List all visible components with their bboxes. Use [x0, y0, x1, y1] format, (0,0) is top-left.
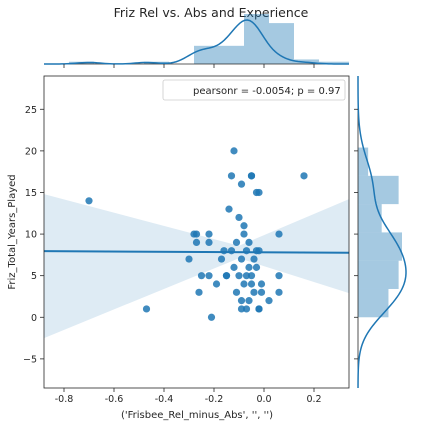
scatter-point: [275, 288, 283, 296]
scatter-point: [257, 280, 266, 288]
y-tick-label: 5: [31, 271, 37, 282]
scatter-point: [142, 305, 151, 313]
scatter-point: [240, 280, 248, 288]
scatter-point: [250, 288, 258, 296]
scatter-point: [225, 205, 233, 213]
y-tick-label: −5: [23, 354, 37, 365]
scatter-point: [257, 288, 266, 296]
y-tick-label: 15: [25, 188, 37, 199]
scatter-point: [245, 238, 253, 246]
scatter-point: [252, 263, 261, 271]
scatter-point: [235, 272, 243, 280]
x-marginal-histogram: [43, 14, 350, 65]
plot-frame: [43, 75, 350, 389]
scatter-point: [300, 172, 308, 180]
y-marginal-bar: [358, 147, 369, 176]
scatter-point: [255, 305, 263, 313]
scatter-point: [220, 247, 228, 255]
scatter-point: [275, 230, 283, 238]
regression-confidence-band: [44, 194, 349, 339]
legend-text: pearsonr = -0.0054; p = 0.97: [193, 86, 341, 97]
y-marginal-histogram: [357, 75, 407, 389]
scatter-point: [217, 255, 226, 263]
y-tick-label: 0: [31, 313, 37, 324]
x-marginal-bar: [319, 61, 349, 64]
scatter-point: [242, 305, 251, 313]
scatter-point: [247, 172, 256, 180]
scatter-point: [185, 255, 193, 263]
x-axis-label: ('Frisbee_Rel_minus_Abs', '', ''): [121, 410, 273, 421]
scatter-point: [205, 230, 213, 238]
scatter-point: [235, 213, 243, 222]
scatter-point: [245, 263, 253, 271]
scatter-point: [237, 255, 246, 263]
legend: pearsonr = -0.0054; p = 0.97: [162, 79, 346, 101]
x-axis-ticks: -0.8 -0.6 -0.4 -0.2 0.0 0.2: [55, 64, 322, 405]
x-tick-label: -0.4: [155, 394, 174, 405]
scatter-point: [195, 288, 203, 296]
x-marginal-kde: [43, 19, 350, 65]
scatter-point: [192, 238, 201, 246]
scatter-point: [207, 313, 216, 321]
scatter-point: [275, 272, 283, 280]
scatter-point: [240, 230, 248, 238]
y-tick-label: 25: [25, 105, 37, 116]
scatter-point: [245, 297, 253, 305]
scatter-point: [247, 280, 256, 288]
scatter-point: [197, 272, 206, 280]
scatter-point: [232, 288, 241, 296]
scatter-point: [205, 238, 213, 246]
scatter-point: [255, 188, 263, 197]
y-tick-label: 20: [25, 146, 37, 157]
chart-title: Friz Rel vs. Abs and Experience: [114, 5, 309, 20]
y-marginal-bar: [358, 260, 399, 289]
y-marginal-bar: [358, 232, 402, 261]
y-marginal-kde: [357, 75, 407, 389]
scatter-point: [237, 305, 246, 313]
scatter-point: [247, 272, 256, 280]
x-marginal-bar: [269, 23, 294, 64]
x-tick-label: -0.8: [55, 394, 74, 405]
scatter-point: [230, 263, 238, 271]
scatter-point: [192, 230, 201, 238]
x-marginal-bar: [219, 45, 244, 64]
scatter-point: [232, 238, 241, 246]
scatter-point: [205, 272, 213, 280]
y-marginal-bar: [358, 175, 399, 205]
scatter-point: [265, 297, 273, 305]
scatter-point: [237, 297, 246, 305]
y-axis-ticks: −5 0 5 10 15 20 25: [23, 105, 358, 365]
y-marginal-bar: [358, 204, 382, 233]
scatter-point: [230, 147, 238, 155]
x-tick-label: 0.2: [306, 394, 321, 405]
scatter-point: [227, 247, 236, 255]
scatter-point: [212, 280, 221, 288]
scatter-point: [85, 197, 93, 205]
x-tick-label: -0.6: [105, 394, 124, 405]
scatter-point: [242, 272, 251, 280]
regression-line: [43, 250, 350, 254]
scatter-point: [237, 180, 246, 188]
y-tick-label: 10: [25, 230, 37, 241]
scatter-point: [227, 172, 236, 180]
x-tick-label: -0.2: [205, 394, 224, 405]
x-tick-label: 0.0: [256, 394, 271, 405]
scatter-point: [240, 222, 248, 230]
y-axis-label: Friz_Total_Years_Played: [7, 174, 18, 289]
legend-box: [162, 79, 346, 101]
scatter-point: [222, 272, 231, 280]
scatter-point: [250, 255, 258, 263]
